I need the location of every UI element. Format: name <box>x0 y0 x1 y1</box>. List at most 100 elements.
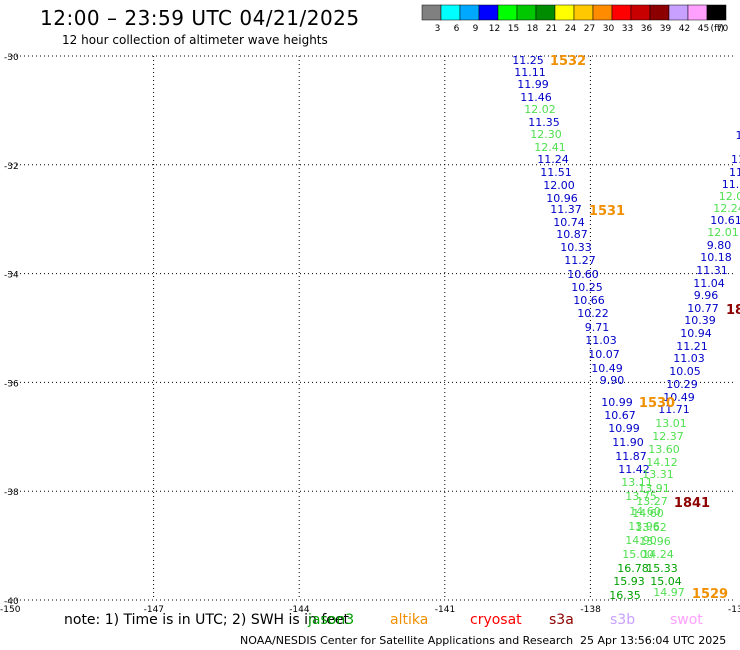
wave-height-value: 12.0 <box>719 190 740 203</box>
legend-tick-label: 9 <box>473 24 479 34</box>
latitude-label: -34 <box>4 271 19 281</box>
wave-height-value: 12.37 <box>652 430 684 443</box>
wave-height-value: 10.67 <box>604 409 636 422</box>
wave-height-value: 13.11 <box>621 476 653 489</box>
legend-tick-label: 70 <box>717 24 729 34</box>
wave-height-value: 10.61 <box>710 214 740 227</box>
wave-height-value: 10.39 <box>684 314 716 327</box>
satellite-name: swot <box>670 612 703 628</box>
legend-tick-label: 24 <box>565 24 577 34</box>
legend-tick-label: 18 <box>527 24 539 34</box>
wave-height-value: 11.71 <box>658 403 690 416</box>
wave-height-value: 13.62 <box>635 521 667 534</box>
wave-height-value: 10.77 <box>687 302 719 315</box>
wave-height-value: 9.71 <box>585 321 610 334</box>
legend-tick-label: 30 <box>603 24 615 34</box>
wave-height-value: 11.51 <box>540 166 572 179</box>
wave-height-value: 11.04 <box>693 277 725 290</box>
wave-height-value: 10.94 <box>680 327 712 340</box>
legend-tick-label: 45 <box>698 24 709 34</box>
latitude-label: -38 <box>4 488 19 498</box>
wave-height-value: 11.27 <box>564 254 596 267</box>
wave-height-value: 13.96 <box>639 535 671 548</box>
footer-note: note: 1) Time is in UTC; 2) SWH is in fe… <box>64 612 350 628</box>
wave-height-value: 13.31 <box>642 468 674 481</box>
wave-height-value: 11.35 <box>528 116 560 129</box>
wave-height-value: 11.21 <box>676 340 708 353</box>
wave-height-value: 10.33 <box>560 241 592 254</box>
wave-height-value: 11.90 <box>612 436 644 449</box>
satellite-name: altika <box>390 612 429 628</box>
wave-height-value: 12.24 <box>713 202 740 215</box>
wave-height-value: 11.03 <box>673 352 705 365</box>
wave-height-value: 11.99 <box>517 78 549 91</box>
orbit-number-label: 18 <box>726 303 740 318</box>
wave-height-value: 10.49 <box>663 391 695 404</box>
wave-height-value: 1 <box>736 129 740 142</box>
latitude-label: -32 <box>4 162 19 172</box>
satellite-name: jason3 <box>308 612 355 628</box>
wave-height-value: 12.02 <box>524 103 556 116</box>
wave-height-value: 10.66 <box>573 294 605 307</box>
wave-height-value: 11.25 <box>512 54 544 67</box>
wave-height-value: 11.24 <box>537 153 569 166</box>
legend-tick-label: 33 <box>622 24 633 34</box>
wave-height-value: 9.90 <box>600 374 625 387</box>
wave-height-value: 12.01 <box>707 226 739 239</box>
wave-height-value: 10.07 <box>588 348 620 361</box>
satellite-name: s3b <box>610 612 636 628</box>
longitude-label: -144 <box>289 605 310 615</box>
wave-height-value: 14.12 <box>646 456 678 469</box>
wave-height-value: 14.90 <box>625 534 657 547</box>
wave-height-value: 11 <box>729 166 740 179</box>
wave-height-value: 10.96 <box>546 192 578 205</box>
wave-height-value: 11.46 <box>520 91 552 104</box>
page-subtitle: 12 hour collection of altimeter wave hei… <box>62 33 328 47</box>
orbit-number-label: 1531 <box>589 204 625 219</box>
wave-height-value: 10.49 <box>591 362 623 375</box>
wave-height-value: 12.41 <box>534 141 566 154</box>
wave-height-value: 10.22 <box>577 307 609 320</box>
wave-height-value: 16.78 <box>617 562 649 575</box>
wave-height-value: 12.30 <box>530 128 562 141</box>
map-frame <box>8 56 736 600</box>
wave-height-value: 13.96 <box>628 520 660 533</box>
orbit-number-label: 1529 <box>692 587 728 602</box>
legend-tick-label: 36 <box>641 24 653 34</box>
wave-height-value: 15.33 <box>646 562 678 575</box>
wave-height-value: 14.60 <box>629 505 661 518</box>
wave-height-value: 10.99 <box>608 422 640 435</box>
satellite-name: cryosat <box>470 612 522 628</box>
page-title: 12:00 – 23:59 UTC 04/21/2025 <box>40 6 360 30</box>
latitude-label: -30 <box>4 53 19 63</box>
legend-tick-label: 21 <box>546 24 557 34</box>
wave-height-value: 15.00 <box>622 548 654 561</box>
legend-unit: (ft) <box>710 24 724 34</box>
wave-height-value: 11.9 <box>722 178 740 191</box>
wave-height-value: 10.18 <box>700 251 732 264</box>
orbit-number-label: 1841 <box>674 496 710 511</box>
longitude-label: -138 <box>580 605 601 615</box>
legend-swatch <box>706 4 727 21</box>
wave-height-value: 14.97 <box>653 586 685 599</box>
wave-height-value: 11.37 <box>550 203 582 216</box>
wave-height-value: 15.93 <box>613 575 645 588</box>
longitude-label: -150 <box>0 605 21 615</box>
latitude-label: -40 <box>4 597 19 607</box>
legend-tick-label: 12 <box>489 24 500 34</box>
legend-tick-label: 6 <box>454 24 460 34</box>
wave-height-value: 13.01 <box>655 417 687 430</box>
wave-height-value: 11.42 <box>618 463 650 476</box>
wave-height-value: 14.60 <box>632 507 664 520</box>
wave-height-value: 9.80 <box>707 239 732 252</box>
wave-height-value: 13.91 <box>638 482 670 495</box>
legend-tick-label: 42 <box>679 24 690 34</box>
legend-tick-label: 27 <box>584 24 595 34</box>
wave-height-value: 10.99 <box>601 396 633 409</box>
wave-height-value: 14.24 <box>642 548 674 561</box>
legend-tick-label: 15 <box>508 24 519 34</box>
wave-height-value: 11.11 <box>514 66 546 79</box>
map-plot: -30 -32 -34 -36 -38 -40-150 -147 -144 -141 -138 -1… <box>0 53 740 615</box>
orbit-number-label: 1532 <box>550 54 586 69</box>
